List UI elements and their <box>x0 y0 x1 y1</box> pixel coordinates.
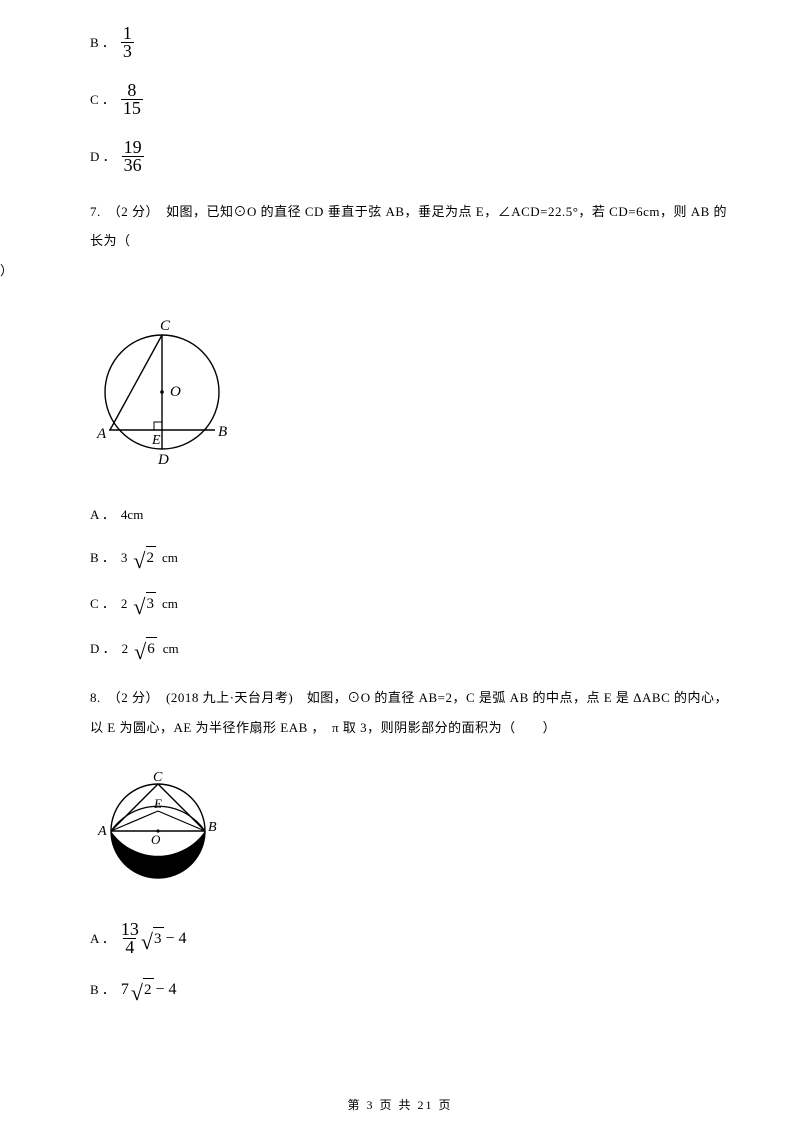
q8-option-a: A ． 13 4 √ 3 − 4 <box>60 921 740 956</box>
page-footer: 第 3 页 共 21 页 <box>0 1096 800 1114</box>
q6-option-c: C ． 8 15 <box>60 82 740 117</box>
option-label: B ． <box>90 33 115 53</box>
q8-circle-diagram: C E A O B <box>90 771 230 886</box>
q7-option-c: C ． 2 √ 3 cm <box>60 592 740 616</box>
option-label: A ． <box>90 505 115 525</box>
math-expression: 13 4 √ 3 − 4 <box>121 921 187 956</box>
option-label: B ． <box>90 548 115 568</box>
radical-icon: √ <box>133 598 145 616</box>
q8-option-b: B ． 7 √ 2 − 4 <box>60 978 740 1002</box>
svg-text:A: A <box>96 426 107 442</box>
q7-option-b: B ． 3 √ 2 cm <box>60 546 740 570</box>
option-label: C ． <box>90 594 115 614</box>
footer-text: 第 3 页 共 21 页 <box>347 1098 452 1112</box>
fraction: 19 36 <box>122 139 144 174</box>
option-label: A ． <box>90 929 115 949</box>
svg-text:E: E <box>153 796 162 811</box>
svg-text:C: C <box>153 771 163 785</box>
q7-circle-diagram: C O A E B D <box>90 314 240 469</box>
coefficient: 3 <box>121 548 128 568</box>
svg-text:B: B <box>208 820 217 835</box>
svg-text:A: A <box>97 824 107 839</box>
unit: cm <box>163 639 179 659</box>
math-expression: 7 √ 2 − 4 <box>121 978 177 1002</box>
sqrt: √ 3 <box>141 927 164 951</box>
q6-option-b: B ． 1 3 <box>60 25 740 60</box>
q7-text-cont: ） <box>0 256 740 286</box>
svg-text:O: O <box>151 832 161 847</box>
radical-icon: √ <box>134 643 146 661</box>
option-label: D ． <box>90 147 116 167</box>
q7-text: 7. （2 分） 如图，已知⊙O 的直径 CD 垂直于弦 AB，垂足为点 E，∠… <box>60 197 740 257</box>
fraction: 8 15 <box>121 82 143 117</box>
unit: cm <box>162 548 178 568</box>
sqrt: √ 2 <box>131 978 154 1002</box>
coefficient: 2 <box>122 639 129 659</box>
q7-text-b: ） <box>0 263 14 278</box>
option-label: B ． <box>90 980 115 1000</box>
coefficient: 7 <box>121 978 129 1002</box>
q7-option-a: A ． 4cm <box>60 505 740 525</box>
svg-text:O: O <box>170 384 181 400</box>
option-label: C ． <box>90 90 115 110</box>
option-text: 4cm <box>121 505 143 525</box>
radical-icon: √ <box>141 933 153 951</box>
radical-icon: √ <box>131 984 143 1002</box>
q7-option-d: D ． 2 √ 6 cm <box>60 637 740 661</box>
radical-icon: √ <box>133 552 145 570</box>
sqrt: √ 3 <box>133 592 156 616</box>
sqrt: √ 6 <box>134 637 157 661</box>
sqrt: √ 2 <box>133 546 156 570</box>
fraction: 1 3 <box>121 25 134 60</box>
fraction: 13 4 <box>121 921 139 956</box>
tail: − 4 <box>156 978 177 1002</box>
svg-text:E: E <box>151 433 161 448</box>
unit: cm <box>162 594 178 614</box>
svg-text:B: B <box>218 424 227 440</box>
tail: − 4 <box>166 927 187 951</box>
coefficient: 2 <box>121 594 128 614</box>
q7-diagram: C O A E B D <box>60 314 740 475</box>
q7-text-a: 7. （2 分） 如图，已知⊙O 的直径 CD 垂直于弦 AB，垂足为点 E，∠… <box>90 204 727 249</box>
q8-text: 8. （2 分） (2018 九上·天台月考) 如图，⊙O 的直径 AB=2，C… <box>60 683 740 743</box>
svg-text:C: C <box>160 318 171 334</box>
q8-diagram: C E A O B <box>60 771 740 892</box>
option-label: D ． <box>90 639 116 659</box>
q8-text-content: 8. （2 分） (2018 九上·天台月考) 如图，⊙O 的直径 AB=2，C… <box>90 690 728 735</box>
q6-option-d: D ． 19 36 <box>60 139 740 174</box>
svg-text:D: D <box>157 452 169 468</box>
